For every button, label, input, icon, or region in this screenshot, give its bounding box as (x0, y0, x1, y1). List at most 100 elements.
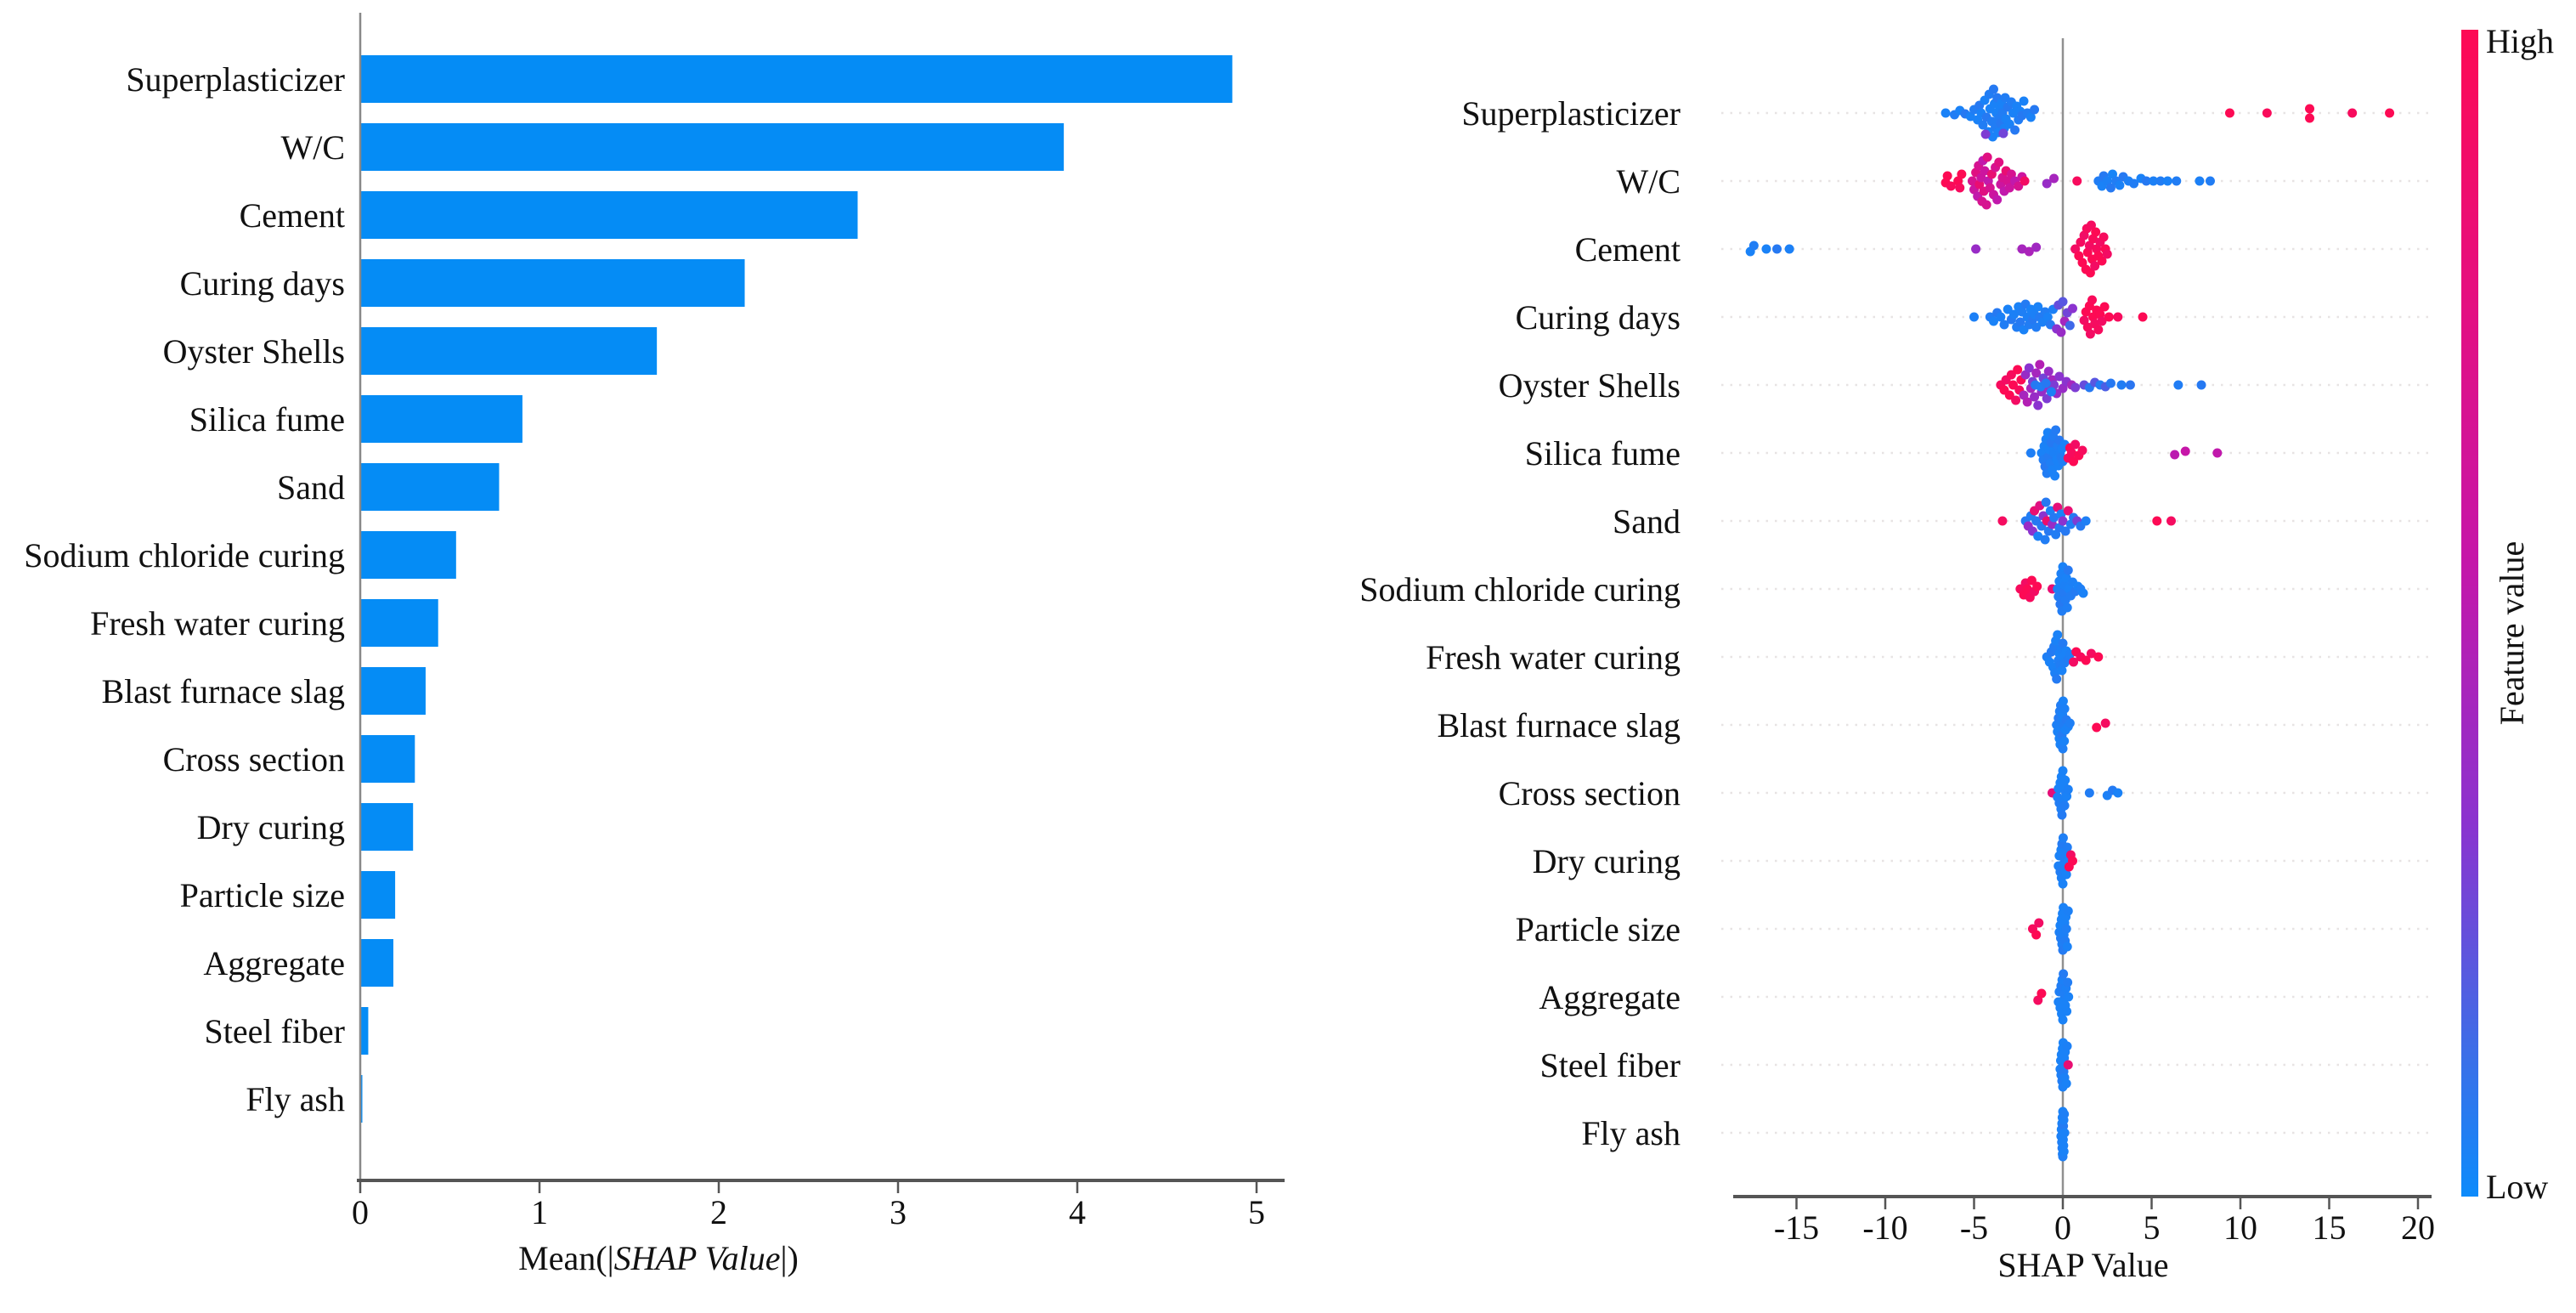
shap-dot (2081, 516, 2091, 526)
shap-dot (2078, 588, 2088, 598)
shap-dot (2058, 1015, 2068, 1025)
bar-category-label: Curing days (180, 264, 345, 303)
bar (361, 259, 745, 307)
shap-dot (1988, 316, 1998, 326)
shap-dot (2065, 718, 2075, 728)
shap-dot (2056, 327, 2066, 337)
shap-dot (2058, 766, 2068, 776)
shap-dot (2170, 450, 2180, 460)
shap-dot (2025, 112, 2036, 122)
shap-dot (2058, 696, 2068, 706)
shap-dot (2058, 638, 2068, 648)
shap-dot (2058, 297, 2068, 307)
shap-dot (2305, 104, 2315, 114)
shap-dot (2059, 969, 2069, 979)
shap-dot (2041, 497, 2051, 507)
shap-dot (2014, 181, 2024, 191)
shap-dot (2105, 378, 2116, 388)
shap-dot (2385, 108, 2395, 118)
bar (361, 55, 1233, 103)
shap-dot (2205, 176, 2215, 186)
shap-dot (2054, 371, 2065, 382)
shap-dot (2061, 869, 2071, 880)
shap-dot (2066, 448, 2076, 458)
shap-dot (2100, 718, 2110, 728)
shap-dot (1940, 108, 1951, 118)
beeswarm-feature-label: Silica fume (1525, 434, 1681, 473)
shap-dot (1967, 176, 1977, 186)
bar-x-tick-label: 2 (710, 1193, 727, 1231)
shap-dot (2030, 392, 2040, 402)
colorbar-title: Feature value (2493, 541, 2531, 726)
shap-dot (2050, 471, 2060, 481)
beeswarm-feature-label: Oyster Shells (1499, 366, 1681, 405)
bar-category-label: Aggregate (203, 944, 345, 982)
shap-dot (2059, 1109, 2070, 1119)
beeswarm-feature-label: Superplasticizer (1461, 94, 1681, 133)
shap-dot (2195, 176, 2205, 186)
beeswarm-feature-label: Curing days (1516, 298, 1681, 337)
shap-dot (2030, 105, 2040, 115)
shap-dot (2004, 390, 2014, 400)
shap-dot (1784, 244, 1794, 254)
shap-dot (2113, 788, 2123, 798)
shap-dot (2004, 183, 2014, 193)
shap-dot (2059, 1146, 2069, 1157)
shap-dot (2062, 1041, 2072, 1051)
shap-dot (2009, 309, 2020, 320)
shap-dot (2093, 652, 2104, 662)
beeswarm-x-tick-label: 5 (2144, 1208, 2161, 1247)
shap-dot (2152, 516, 2162, 526)
shap-dot (2067, 303, 2077, 314)
shap-dot (1981, 200, 1991, 210)
shap-dot (2224, 108, 2234, 118)
shap-dot (2081, 655, 2091, 665)
bar-category-label: Silica fume (189, 400, 345, 439)
shap-dot (2070, 439, 2081, 450)
shap-dot (2173, 380, 2183, 390)
shap-dot (2058, 879, 2068, 889)
shap-dot (2087, 295, 2097, 305)
shap-dot (2305, 113, 2315, 123)
shap-dot (2060, 526, 2070, 536)
shap-dot (1980, 129, 1991, 139)
shap-dot (2062, 1006, 2072, 1016)
shap-dot (2020, 176, 2030, 186)
shap-dot (1982, 152, 1992, 162)
beeswarm-chart: Superplasticizer W/C Cement Curing days Oyst… (1359, 38, 2435, 1247)
shap-dot (2062, 942, 2072, 952)
shap-dot (2069, 456, 2079, 467)
shap-dot (2084, 788, 2094, 798)
bar (361, 191, 858, 239)
shap-dot (2049, 173, 2059, 184)
bar (361, 123, 1065, 171)
shap-dot (2062, 603, 2072, 613)
bar-x-tick-label: 0 (352, 1193, 369, 1231)
shap-dot (2180, 446, 2190, 456)
bar (361, 871, 396, 919)
shap-dot (2085, 268, 2095, 278)
colorbar-low-label: Low (2486, 1168, 2548, 1206)
bar-x-tick-label: 3 (890, 1193, 907, 1231)
shap-dot (2172, 176, 2182, 186)
shap-dot (2006, 370, 2016, 380)
colorbar: High Low Feature value (2461, 22, 2554, 1206)
shap-dot (2024, 246, 2034, 257)
shap-dot (2070, 382, 2081, 393)
shap-dot (2063, 1060, 2073, 1070)
shap-dot (2086, 648, 2096, 659)
shap-dot (2042, 312, 2053, 322)
shap-dot (2093, 325, 2104, 335)
shap-dot (2011, 395, 2021, 405)
beeswarm-xaxis-label: SHAP Value (1997, 1246, 2168, 1284)
shap-dot (1980, 166, 1990, 176)
shap-dot (2042, 393, 2052, 404)
shap-dot (2033, 400, 2043, 410)
shap-dot (2061, 924, 2071, 934)
shap-dot (2013, 365, 2023, 375)
shap-dot (1761, 244, 1771, 254)
beeswarm-x-tick-label: 0 (2054, 1208, 2071, 1247)
shap-dot (2024, 363, 2034, 373)
shap-dot (2017, 244, 2027, 254)
shap-dot (2102, 249, 2112, 259)
